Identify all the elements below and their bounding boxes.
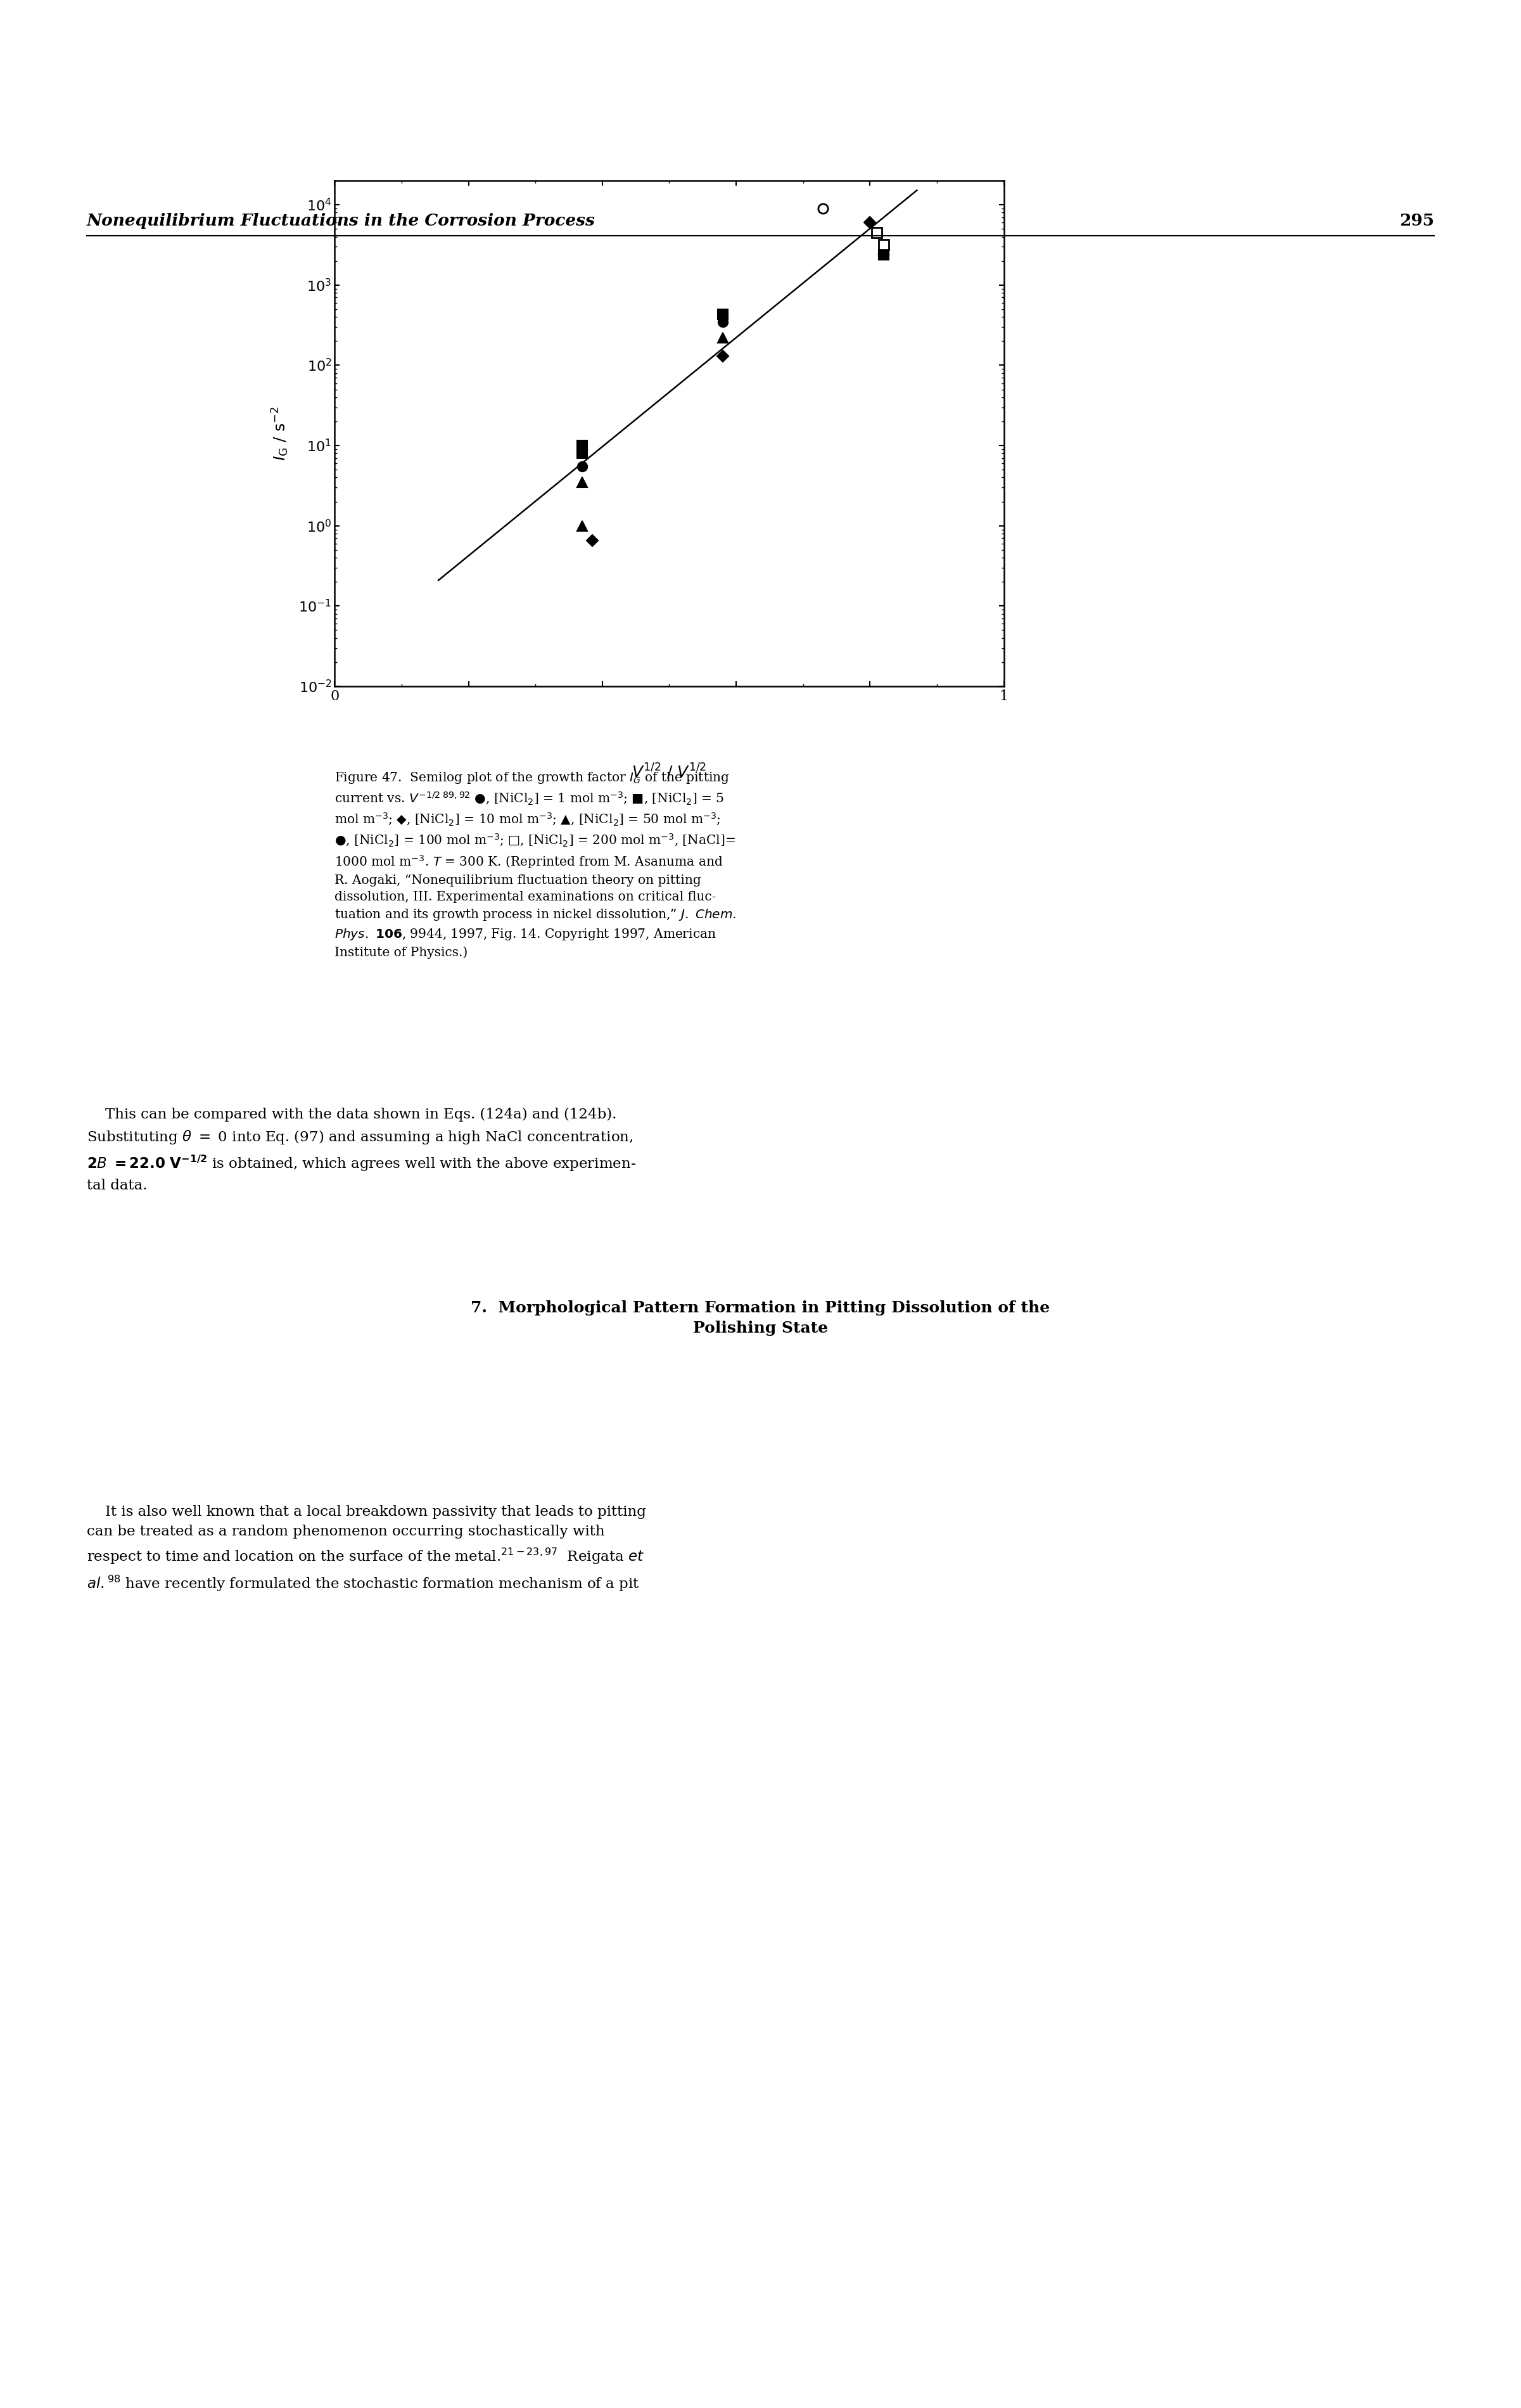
Text: 7.  Morphological Pattern Formation in Pitting Dissolution of the
Polishing Stat: 7. Morphological Pattern Formation in Pi… — [472, 1300, 1049, 1336]
Y-axis label: $\it{I}_{\rm G}\ /\ \rm{s}^{-2}$: $\it{I}_{\rm G}\ /\ \rm{s}^{-2}$ — [269, 407, 291, 460]
Text: 295: 295 — [1399, 212, 1434, 229]
Text: Figure 47.  Semilog plot of the growth factor $I_G$ of the pitting
current vs. $: Figure 47. Semilog plot of the growth fa… — [335, 771, 736, 958]
Text: It is also well known that a local breakdown passivity that leads to pitting
can: It is also well known that a local break… — [87, 1505, 646, 1594]
Text: Nonequilibrium Fluctuations in the Corrosion Process: Nonequilibrium Fluctuations in the Corro… — [87, 212, 595, 229]
Text: This can be compared with the data shown in Eqs. (124a) and (124b).
Substituting: This can be compared with the data shown… — [87, 1108, 636, 1192]
Text: $V^{1/2}\ /\ V^{1/2}$: $V^{1/2}\ /\ V^{1/2}$ — [631, 763, 707, 780]
